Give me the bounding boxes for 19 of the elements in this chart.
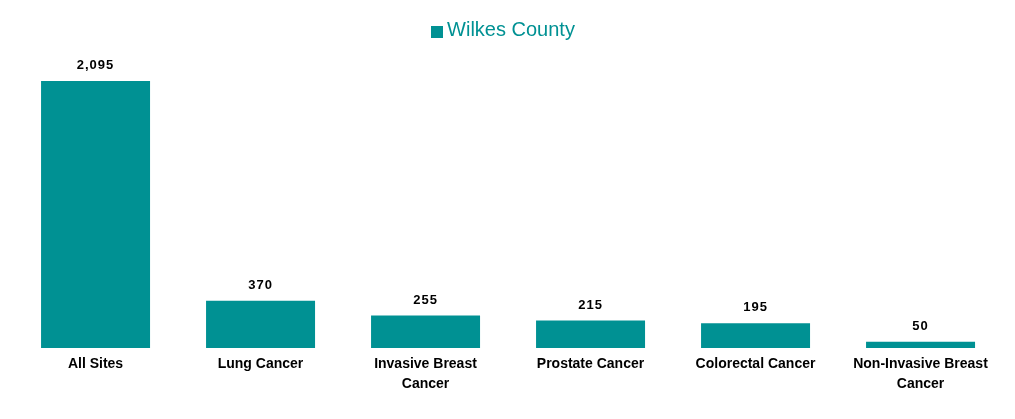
bar xyxy=(371,315,481,348)
x-tick-label: Colorectal Cancer xyxy=(695,355,816,371)
bar xyxy=(536,320,646,348)
data-label: 215 xyxy=(578,296,603,312)
x-tick-label: Invasive Breast Cancer xyxy=(374,355,478,391)
bar xyxy=(701,323,811,348)
x-tick-label: Lung Cancer xyxy=(217,355,304,371)
bar xyxy=(866,341,976,348)
x-tick-label: Non-Invasive Breast Cancer xyxy=(853,355,989,391)
data-label: 370 xyxy=(248,276,273,292)
bar xyxy=(206,300,316,348)
data-label: 195 xyxy=(743,299,768,315)
bar xyxy=(41,81,151,348)
data-label: 2,095 xyxy=(76,57,115,72)
data-label: 50 xyxy=(912,317,929,333)
legend-label: Wilkes County xyxy=(447,18,575,40)
x-tick-label: Prostate Cancer xyxy=(536,355,645,371)
data-label: 255 xyxy=(413,291,438,307)
x-tick-label: All Sites xyxy=(67,355,124,371)
